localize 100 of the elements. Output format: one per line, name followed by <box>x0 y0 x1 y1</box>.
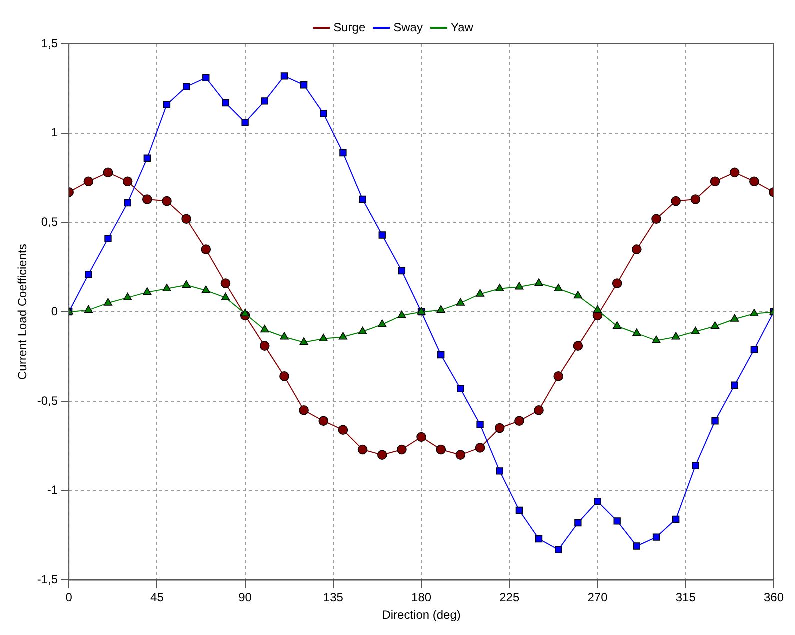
point <box>514 416 524 426</box>
x-tick-label: 225 <box>500 590 520 605</box>
point <box>692 462 700 470</box>
y-tick-label: 0 <box>51 304 58 318</box>
point <box>614 518 621 525</box>
point <box>496 284 504 292</box>
point <box>104 298 113 306</box>
point <box>260 325 270 333</box>
point <box>124 292 132 300</box>
point <box>104 235 112 242</box>
x-tick-label: 135 <box>323 590 344 605</box>
point <box>416 432 426 442</box>
point <box>320 110 328 118</box>
x-tick-label: 315 <box>676 590 696 605</box>
y-tick-label: 0,5 <box>41 215 58 230</box>
point <box>535 536 543 543</box>
x-tick-label: 90 <box>238 590 252 605</box>
point <box>162 196 172 206</box>
x-axis-title: Direction (deg) <box>382 608 461 622</box>
point <box>476 289 485 297</box>
y-tick-label: 1,5 <box>41 36 58 50</box>
point <box>436 444 446 455</box>
point <box>358 326 368 334</box>
point <box>220 278 231 288</box>
point <box>612 278 622 288</box>
y-tick-label: 1 <box>51 126 58 140</box>
point <box>554 372 564 382</box>
point <box>496 468 504 475</box>
point <box>613 322 622 330</box>
point <box>632 244 642 254</box>
point <box>319 334 328 342</box>
point <box>730 168 740 178</box>
point <box>142 194 152 204</box>
point <box>280 372 290 382</box>
y-tick-label: -1 <box>47 483 58 498</box>
x-tick-label: 360 <box>764 590 784 605</box>
x-tick-label: 45 <box>150 590 164 605</box>
point <box>457 385 464 393</box>
point <box>122 176 133 187</box>
point <box>534 406 544 416</box>
point <box>710 322 720 330</box>
point <box>202 286 210 294</box>
point <box>633 542 641 550</box>
point <box>318 416 329 426</box>
point <box>594 498 602 506</box>
point <box>731 382 738 389</box>
point <box>163 101 171 108</box>
point <box>299 406 309 416</box>
point <box>555 546 562 554</box>
point <box>534 278 544 286</box>
point <box>398 267 406 275</box>
point <box>261 98 268 105</box>
point <box>280 332 289 340</box>
point <box>242 119 249 126</box>
point <box>201 244 212 254</box>
point <box>182 280 191 288</box>
legend-label: Surge <box>334 20 366 34</box>
point <box>378 232 386 239</box>
point <box>730 314 740 322</box>
point <box>162 284 172 292</box>
point <box>202 74 210 82</box>
point <box>671 196 681 206</box>
point <box>750 308 759 317</box>
point <box>280 72 288 80</box>
point <box>574 519 582 527</box>
point <box>632 328 642 336</box>
point <box>300 82 308 89</box>
point <box>750 176 760 187</box>
y-tick-label: -1,5 <box>37 572 58 587</box>
point <box>124 199 132 207</box>
point <box>750 346 758 354</box>
y-tick-label: -0,5 <box>37 394 58 408</box>
y-axis-title: Current Load Coefficients <box>16 244 30 380</box>
point <box>593 305 602 313</box>
point <box>398 310 406 318</box>
point <box>84 305 93 313</box>
point <box>300 338 308 346</box>
point <box>691 326 700 334</box>
point <box>456 450 466 460</box>
point <box>516 506 524 514</box>
point <box>260 341 270 351</box>
point <box>494 423 505 434</box>
point <box>672 516 680 524</box>
point <box>221 292 230 300</box>
point <box>84 176 94 187</box>
point <box>652 214 662 224</box>
point <box>144 154 151 162</box>
point <box>456 298 465 306</box>
point <box>574 291 582 299</box>
legend-label: Sway <box>394 20 423 34</box>
point <box>672 332 680 340</box>
x-tick-label: 270 <box>588 590 608 605</box>
point <box>103 168 114 178</box>
point <box>554 284 563 292</box>
x-tick-label: 0 <box>66 590 73 605</box>
point <box>476 421 484 428</box>
point <box>241 308 250 317</box>
legend-label: Yaw <box>450 20 474 34</box>
point <box>397 444 407 455</box>
point <box>515 282 524 290</box>
